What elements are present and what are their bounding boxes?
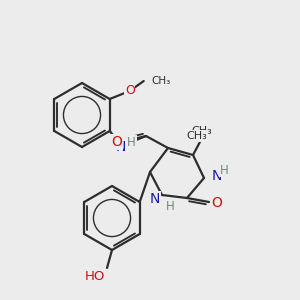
Text: CH₃: CH₃ xyxy=(152,76,171,86)
Text: CH₃: CH₃ xyxy=(192,126,212,136)
Text: N: N xyxy=(212,169,222,183)
Text: O: O xyxy=(112,135,122,149)
Text: O: O xyxy=(125,85,135,98)
Text: O: O xyxy=(212,196,222,210)
Text: H: H xyxy=(127,136,136,148)
Text: CH₃: CH₃ xyxy=(187,131,207,141)
Text: N: N xyxy=(116,140,126,154)
Text: HO: HO xyxy=(85,271,105,284)
Text: H: H xyxy=(166,200,174,214)
Text: H: H xyxy=(220,164,228,176)
Text: N: N xyxy=(150,192,160,206)
